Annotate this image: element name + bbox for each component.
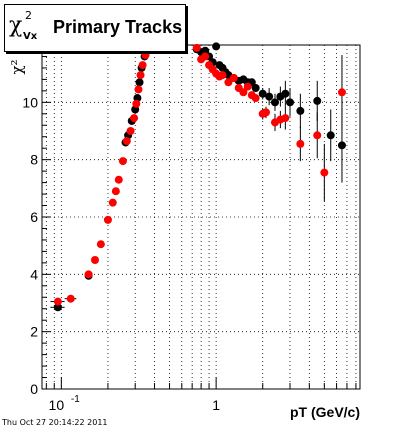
x-tick-label-exponent: -1 [71, 394, 80, 405]
data-point [313, 96, 322, 105]
data-point [84, 270, 93, 279]
data-point [130, 114, 139, 123]
data-point [134, 85, 143, 94]
data-point [337, 141, 346, 150]
data-point [243, 82, 252, 91]
data-point [258, 89, 267, 98]
data-point [239, 88, 248, 97]
series-0 [50, 42, 346, 312]
data-point [320, 168, 329, 177]
data-point [313, 131, 322, 140]
data-point [296, 139, 305, 148]
data-point [91, 256, 100, 264]
data-point [114, 175, 123, 184]
data-point [118, 157, 127, 166]
y-tick-label: 4 [30, 266, 38, 282]
data-point [96, 240, 105, 249]
data-point [296, 106, 305, 115]
data-point [201, 52, 210, 61]
x-tick-labels: 10 -1 1 [49, 394, 221, 413]
data-point [192, 43, 201, 52]
x-axis-label: pT (GeV/c) [290, 404, 361, 420]
series-1 [50, 43, 346, 306]
title-superscript: 2 [25, 9, 32, 22]
data-point [138, 61, 147, 70]
data-point [132, 99, 141, 108]
data-point [122, 137, 131, 146]
data-point [224, 78, 233, 87]
y-tick-label: 6 [30, 209, 38, 225]
axis-ticks [42, 44, 357, 390]
y-tick-labels: 0 2 4 6 8 10 [22, 94, 38, 397]
grid-lines [42, 45, 360, 389]
data-point [53, 303, 62, 312]
data-point [212, 42, 221, 51]
data-point [103, 215, 112, 224]
data-point [262, 108, 271, 117]
x-tick-label: 10 [49, 397, 65, 413]
data-point [135, 78, 144, 87]
data-point [326, 131, 335, 140]
data-point [337, 88, 346, 97]
data-point [281, 89, 290, 98]
y-tick-label: 2 [30, 324, 38, 340]
data-point [251, 94, 260, 103]
x-tick-label: 1 [212, 397, 220, 413]
data-point [111, 187, 120, 196]
data-point [251, 84, 260, 92]
data-point [108, 198, 117, 207]
data-point [229, 73, 238, 82]
y-axis-label: χ² [8, 59, 26, 74]
chart-title: Primary Tracks [53, 17, 183, 37]
data-point [141, 51, 150, 60]
data-point [136, 71, 145, 80]
y-axis-label-text: χ² [8, 59, 26, 74]
data-point [265, 92, 274, 101]
data-point [281, 114, 290, 123]
y-tick-label: 0 [30, 381, 38, 397]
data-point [53, 297, 62, 306]
data-point [270, 98, 279, 107]
title-subscript: Vx [23, 31, 38, 42]
data-point [201, 46, 210, 55]
y-tick-label: 10 [22, 94, 38, 110]
data-point [126, 127, 135, 135]
title-box: χ 2 Vx Primary Tracks [4, 4, 186, 52]
y-tick-label: 8 [30, 152, 38, 168]
title-symbol: χ [9, 13, 23, 38]
data-point [285, 98, 294, 107]
data-point [218, 71, 227, 80]
data-point [66, 294, 75, 303]
footer-timestamp: Thu Oct 27 20:14:22 2011 [2, 418, 108, 427]
data-points [50, 42, 346, 312]
